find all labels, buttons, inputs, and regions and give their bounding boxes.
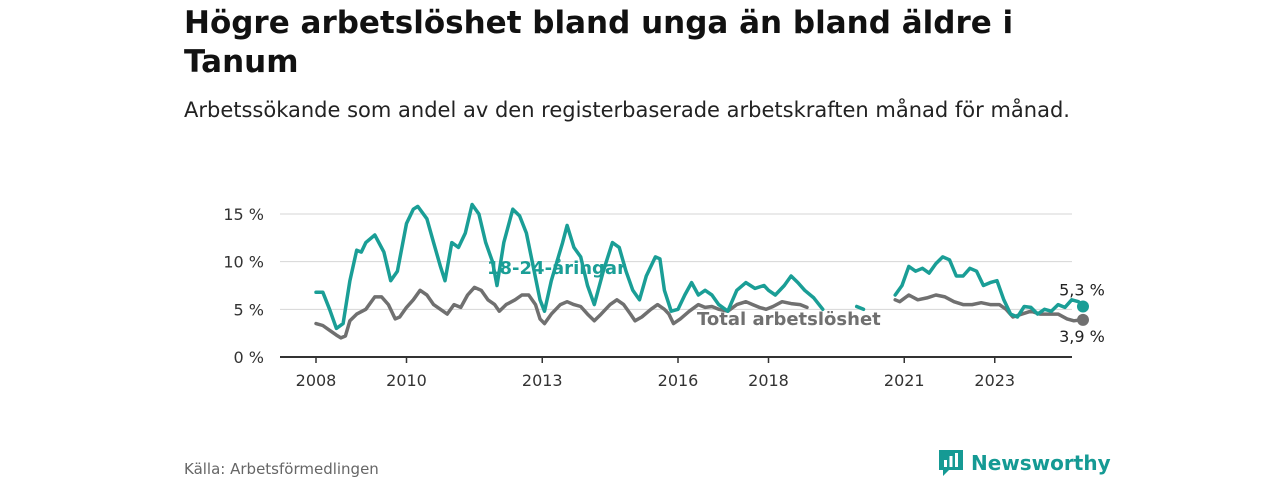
end-point-total [1076, 313, 1089, 326]
bar-chart-icon [939, 450, 963, 476]
x-tick-label: 2021 [884, 371, 925, 390]
x-tick-label: 2013 [522, 371, 563, 390]
y-tick-label: 10 % [223, 253, 264, 272]
chart-title: Högre arbetslöshet bland unga än bland ä… [184, 5, 1014, 80]
x-axis: 2008 2010 2013 2016 2018 2021 2023 [296, 357, 1015, 390]
series-line-youth [314, 202, 1085, 331]
y-tick-label: 15 % [223, 205, 264, 224]
end-point-youth [1076, 300, 1089, 313]
series-labels: 18-24-åringar Total arbetslöshet 5,3 % 3,9 … [487, 257, 1105, 346]
gridlines [280, 213, 1072, 358]
source-note: Källa: Arbetsförmedlingen [184, 460, 379, 478]
x-tick-label: 2023 [974, 371, 1015, 390]
series-line-total [314, 285, 1085, 340]
end-label-total: 3,9 % [1059, 327, 1105, 346]
y-tick-label: 5 % [234, 300, 264, 319]
x-tick-label: 2010 [386, 371, 427, 390]
line-chart: 0 %5 %10 %15 % 2008 2010 2013 2016 2018 2021 2… [223, 202, 1105, 390]
end-label-youth: 5,3 % [1059, 280, 1105, 299]
x-tick-label: 2008 [296, 371, 337, 390]
brand-name: Newsworthy [971, 451, 1111, 475]
y-tick-label: 0 % [234, 348, 264, 367]
chart-subtitle: Arbetssökande som andel av den registerb… [184, 98, 1070, 122]
x-tick-label: 2016 [658, 371, 699, 390]
x-tick-label: 2018 [748, 371, 789, 390]
series-label-total: Total arbetslöshet [697, 309, 881, 330]
y-axis-tick-labels: 0 % 5 % 10 % 15 % [223, 205, 264, 367]
newsworthy-logo: Newsworthy [937, 448, 1111, 478]
series-lines [314, 202, 1089, 340]
series-label-youth: 18-24-åringar [487, 257, 626, 279]
